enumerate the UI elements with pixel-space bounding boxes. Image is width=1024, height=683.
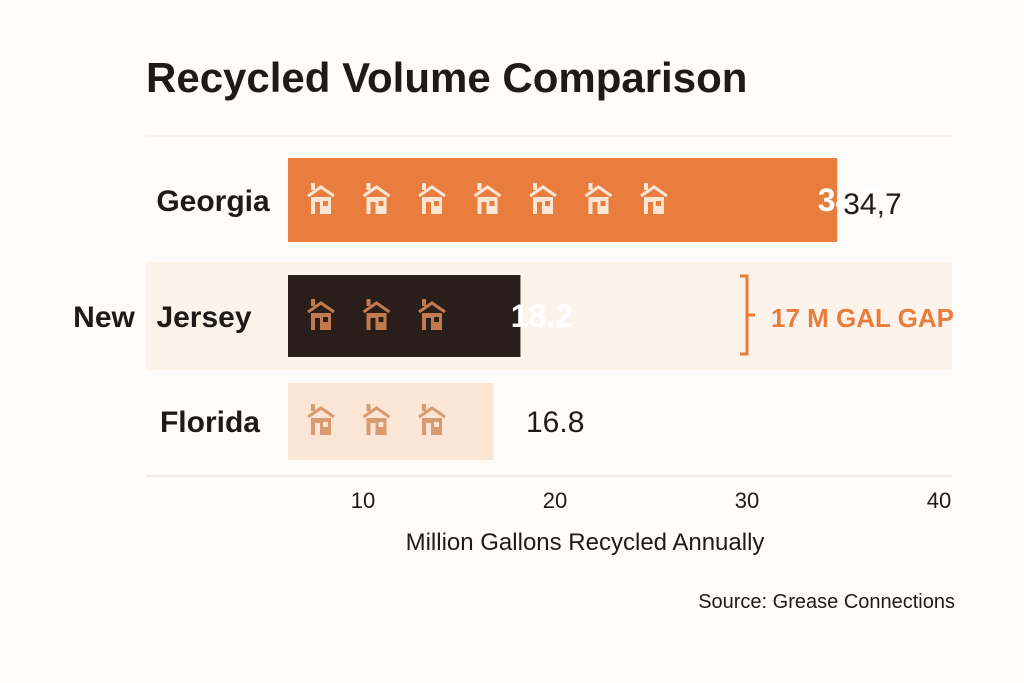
- bracket-icon: [740, 274, 755, 356]
- category-label-georgia: Georgia: [156, 185, 270, 218]
- gap-annotation-text: 17 M GAL GAP: [771, 303, 954, 333]
- house-icon: [307, 183, 335, 214]
- house-icon: [418, 183, 446, 214]
- outside-value-label-georgia: 34,7: [843, 188, 901, 221]
- highlight-band: [146, 262, 952, 370]
- value-label-new-jersey: 18.2: [511, 298, 573, 334]
- gap-annotation: 17 M GAL GAP: [740, 274, 954, 356]
- category-label-florida: Florida: [160, 406, 260, 439]
- x-tick-label: 10: [351, 488, 375, 513]
- category-label-new-jersey: New: [73, 301, 135, 334]
- category-label-new-jersey: Jersey: [156, 301, 251, 334]
- house-icon: [640, 183, 668, 214]
- value-label-georgia: 34.7: [818, 182, 880, 218]
- x-axis-label: Million Gallons Recycled Annually: [406, 529, 765, 556]
- bar-group-florida: 16.8 Florida: [160, 383, 584, 460]
- house-icon: [473, 183, 502, 214]
- house-icon: [307, 404, 335, 435]
- value-label-florida: 16.8: [526, 406, 584, 439]
- house-icon: [529, 183, 557, 214]
- bar-group-new-jersey: 18.2 New Jersey: [73, 275, 573, 357]
- house-icon: [418, 404, 446, 435]
- source-note: Source: Grease Connections: [698, 591, 955, 613]
- bars-layer: 34.734,7 Georgia 18.2 New Jersey 16.8 Florida: [73, 158, 902, 460]
- house-icon: [584, 183, 613, 214]
- house-icon: [418, 299, 446, 330]
- x-tick-label: 40: [927, 488, 951, 513]
- x-tick-label: 20: [543, 488, 567, 513]
- house-icon: [362, 183, 391, 214]
- x-tick-labels: 10 20 30 40: [351, 488, 951, 513]
- x-tick-label: 30: [735, 488, 759, 513]
- chart-title: Recycled Volume Comparison: [146, 54, 747, 101]
- house-icon: [307, 299, 335, 330]
- house-icon: [362, 299, 391, 330]
- bar-group-georgia: 34.734,7 Georgia: [156, 158, 902, 242]
- house-icon: [362, 404, 391, 435]
